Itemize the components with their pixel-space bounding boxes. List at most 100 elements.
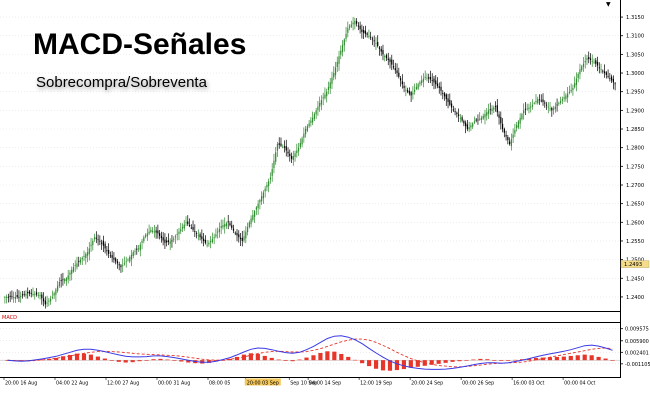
time-tick-label: 00:00 04 Oct xyxy=(564,381,595,387)
candle xyxy=(195,231,198,239)
candle xyxy=(266,181,268,192)
candle-body xyxy=(160,235,163,239)
candle xyxy=(99,235,101,246)
candle xyxy=(115,257,117,265)
candle xyxy=(466,120,469,132)
candle xyxy=(34,291,36,300)
candle xyxy=(95,231,97,244)
candle xyxy=(610,74,613,83)
histogram-bar xyxy=(74,353,80,361)
price-tick-label: 1.2900 xyxy=(626,108,644,114)
candle xyxy=(310,117,312,127)
candle-body xyxy=(294,153,296,157)
candle xyxy=(408,87,410,96)
candle xyxy=(261,191,263,205)
candle-body xyxy=(48,300,50,302)
candle-body xyxy=(120,265,122,268)
candle-body xyxy=(491,108,493,111)
candle xyxy=(333,66,335,81)
candle-body xyxy=(517,121,520,128)
histogram-bar xyxy=(367,360,372,367)
candle-body xyxy=(368,35,370,37)
candle xyxy=(450,100,453,113)
candle xyxy=(202,232,205,247)
time-tick-label: 20:00 03 Sep xyxy=(247,381,279,387)
histogram-bar xyxy=(102,358,107,361)
time-tick-label: 12:00 19 Sep xyxy=(360,381,392,387)
candle xyxy=(457,108,460,122)
time-tick-label: 20:00 24 Sep xyxy=(411,381,443,387)
candle-body xyxy=(9,295,11,297)
candle xyxy=(11,290,13,300)
histogram-bar xyxy=(81,353,87,361)
histogram-bar xyxy=(533,357,539,361)
candle xyxy=(586,55,588,66)
candle-body xyxy=(44,300,46,305)
candle-body xyxy=(589,58,592,60)
current-price-tag: 1.2493 xyxy=(620,260,650,268)
candle-body xyxy=(338,56,340,64)
candle-body xyxy=(85,254,87,258)
candle xyxy=(139,242,141,257)
candle xyxy=(479,112,481,121)
histogram-bar xyxy=(151,359,156,361)
candle-body xyxy=(417,84,419,89)
candle xyxy=(290,152,293,163)
candle xyxy=(315,108,317,120)
candle-body xyxy=(401,81,403,85)
candle xyxy=(118,261,120,271)
candle xyxy=(563,91,565,102)
candle-body xyxy=(174,236,177,238)
candle-body xyxy=(195,233,198,234)
candle xyxy=(503,127,505,138)
oscillator-tick-label: 0.009575 xyxy=(625,327,649,333)
candle-body xyxy=(275,152,277,162)
candle-body xyxy=(405,89,407,91)
candle-body xyxy=(183,224,185,229)
histogram-bar xyxy=(568,355,573,361)
candle xyxy=(213,233,215,245)
chart-frame xyxy=(0,0,621,378)
candle-body xyxy=(473,121,476,123)
candle xyxy=(174,234,177,244)
histogram-bar xyxy=(54,357,59,361)
candle-body xyxy=(438,86,440,88)
candle-body xyxy=(489,109,491,111)
candle xyxy=(588,51,590,64)
candle xyxy=(399,76,402,87)
histogram-bar xyxy=(603,358,608,361)
candle-body xyxy=(266,184,268,188)
candle-body xyxy=(537,99,539,104)
candle xyxy=(292,150,294,166)
candle-body xyxy=(81,257,83,260)
candle xyxy=(558,101,560,106)
candle xyxy=(125,256,127,268)
candle xyxy=(501,118,504,133)
candle-body xyxy=(83,255,85,257)
candle-body xyxy=(477,119,479,121)
candle xyxy=(352,16,354,31)
candle xyxy=(414,83,416,95)
candle xyxy=(477,114,479,125)
candle xyxy=(303,127,305,143)
candle-body xyxy=(227,221,229,223)
candle-body xyxy=(297,147,300,152)
candle xyxy=(375,37,377,51)
candle-body xyxy=(71,269,73,274)
candle-body xyxy=(435,80,437,85)
candle-body xyxy=(370,36,372,38)
candle xyxy=(442,90,444,100)
candle-body xyxy=(139,244,141,251)
candle-body xyxy=(32,294,34,296)
candle-body xyxy=(208,242,210,245)
candle-body xyxy=(348,26,351,28)
candle-body xyxy=(510,139,512,147)
candle xyxy=(517,119,520,130)
candle xyxy=(74,260,76,272)
candle xyxy=(53,291,55,300)
candle-body xyxy=(610,76,613,81)
candle-body xyxy=(375,43,377,44)
candle-body xyxy=(392,66,395,68)
candle xyxy=(248,220,250,229)
histogram-bar xyxy=(457,360,462,362)
